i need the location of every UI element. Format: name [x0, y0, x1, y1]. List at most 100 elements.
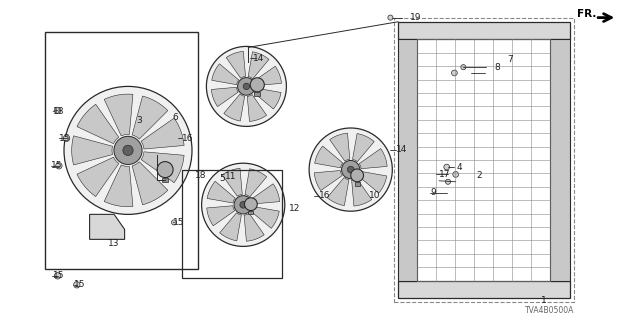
Polygon shape [255, 66, 282, 85]
Circle shape [74, 282, 80, 288]
Text: 2: 2 [476, 171, 482, 180]
Circle shape [63, 135, 70, 141]
Text: 15: 15 [59, 134, 70, 143]
Bar [248, 211, 253, 214]
Polygon shape [212, 64, 239, 85]
Text: 10: 10 [369, 191, 381, 200]
Bar [398, 22, 570, 39]
Text: 16: 16 [319, 191, 330, 200]
Polygon shape [254, 88, 281, 109]
Polygon shape [315, 146, 343, 168]
Polygon shape [72, 136, 113, 165]
Polygon shape [247, 95, 267, 122]
Text: 17: 17 [439, 170, 451, 179]
Circle shape [123, 145, 133, 156]
Circle shape [243, 83, 250, 90]
Circle shape [202, 163, 285, 246]
Polygon shape [220, 213, 241, 241]
Text: 6: 6 [173, 113, 179, 122]
Circle shape [234, 196, 252, 214]
Text: 18: 18 [195, 171, 207, 180]
Circle shape [250, 78, 264, 92]
Circle shape [453, 172, 458, 177]
Polygon shape [358, 172, 387, 193]
Bar [45, 32, 198, 269]
Polygon shape [141, 152, 184, 183]
Text: 5: 5 [219, 174, 225, 183]
Circle shape [157, 162, 173, 178]
Circle shape [244, 198, 257, 211]
Circle shape [54, 107, 61, 114]
Text: 9: 9 [430, 188, 436, 197]
Polygon shape [104, 94, 133, 136]
Text: 18: 18 [53, 107, 65, 116]
Text: 19: 19 [410, 13, 421, 22]
Bar [182, 170, 282, 278]
Circle shape [348, 166, 354, 173]
Circle shape [444, 164, 449, 170]
Polygon shape [211, 87, 238, 107]
Text: 4: 4 [457, 163, 463, 172]
Text: 8: 8 [494, 63, 500, 72]
Polygon shape [90, 214, 125, 239]
Circle shape [240, 202, 246, 208]
Circle shape [206, 46, 287, 126]
Bar [162, 178, 168, 182]
Text: TVA4B0500A: TVA4B0500A [525, 306, 574, 315]
Text: 15: 15 [74, 280, 85, 289]
Bar [394, 18, 574, 302]
Polygon shape [248, 52, 269, 79]
Circle shape [237, 77, 255, 95]
Polygon shape [222, 168, 243, 196]
Polygon shape [104, 165, 133, 207]
Bar [255, 92, 260, 96]
Bar [355, 182, 360, 186]
Polygon shape [327, 178, 349, 206]
Polygon shape [132, 162, 168, 205]
Circle shape [461, 65, 466, 70]
Circle shape [342, 160, 360, 179]
Text: 13: 13 [108, 239, 119, 248]
Text: 15: 15 [52, 271, 64, 280]
Polygon shape [245, 169, 267, 197]
Circle shape [114, 136, 142, 164]
Polygon shape [244, 213, 264, 241]
Text: 14: 14 [253, 54, 264, 63]
Polygon shape [252, 184, 280, 204]
Polygon shape [226, 51, 246, 78]
Text: 7: 7 [507, 55, 513, 64]
Polygon shape [207, 181, 236, 203]
Text: 1: 1 [541, 296, 547, 305]
Polygon shape [330, 133, 350, 161]
Polygon shape [314, 171, 342, 191]
Circle shape [445, 179, 451, 184]
Text: 3: 3 [136, 116, 142, 125]
Text: 11: 11 [225, 172, 237, 181]
Circle shape [452, 70, 457, 76]
Polygon shape [251, 207, 279, 228]
Circle shape [309, 128, 392, 211]
Polygon shape [77, 104, 119, 144]
Polygon shape [351, 178, 372, 206]
Circle shape [64, 86, 192, 214]
Text: 12: 12 [289, 204, 301, 213]
Bar [550, 39, 570, 281]
Circle shape [351, 169, 364, 182]
Circle shape [172, 220, 177, 225]
Polygon shape [207, 206, 235, 226]
Text: 15: 15 [51, 161, 63, 170]
Polygon shape [359, 148, 387, 169]
Circle shape [54, 273, 61, 279]
Circle shape [56, 163, 62, 169]
Text: FR.: FR. [577, 9, 596, 19]
Bar [398, 281, 570, 298]
Text: 15: 15 [173, 218, 184, 227]
Polygon shape [77, 157, 119, 196]
Polygon shape [224, 94, 244, 121]
Text: 14: 14 [396, 145, 407, 154]
Polygon shape [141, 118, 184, 149]
Polygon shape [132, 96, 168, 139]
Bar [398, 39, 417, 281]
Circle shape [388, 15, 393, 20]
Text: 16: 16 [182, 134, 193, 143]
